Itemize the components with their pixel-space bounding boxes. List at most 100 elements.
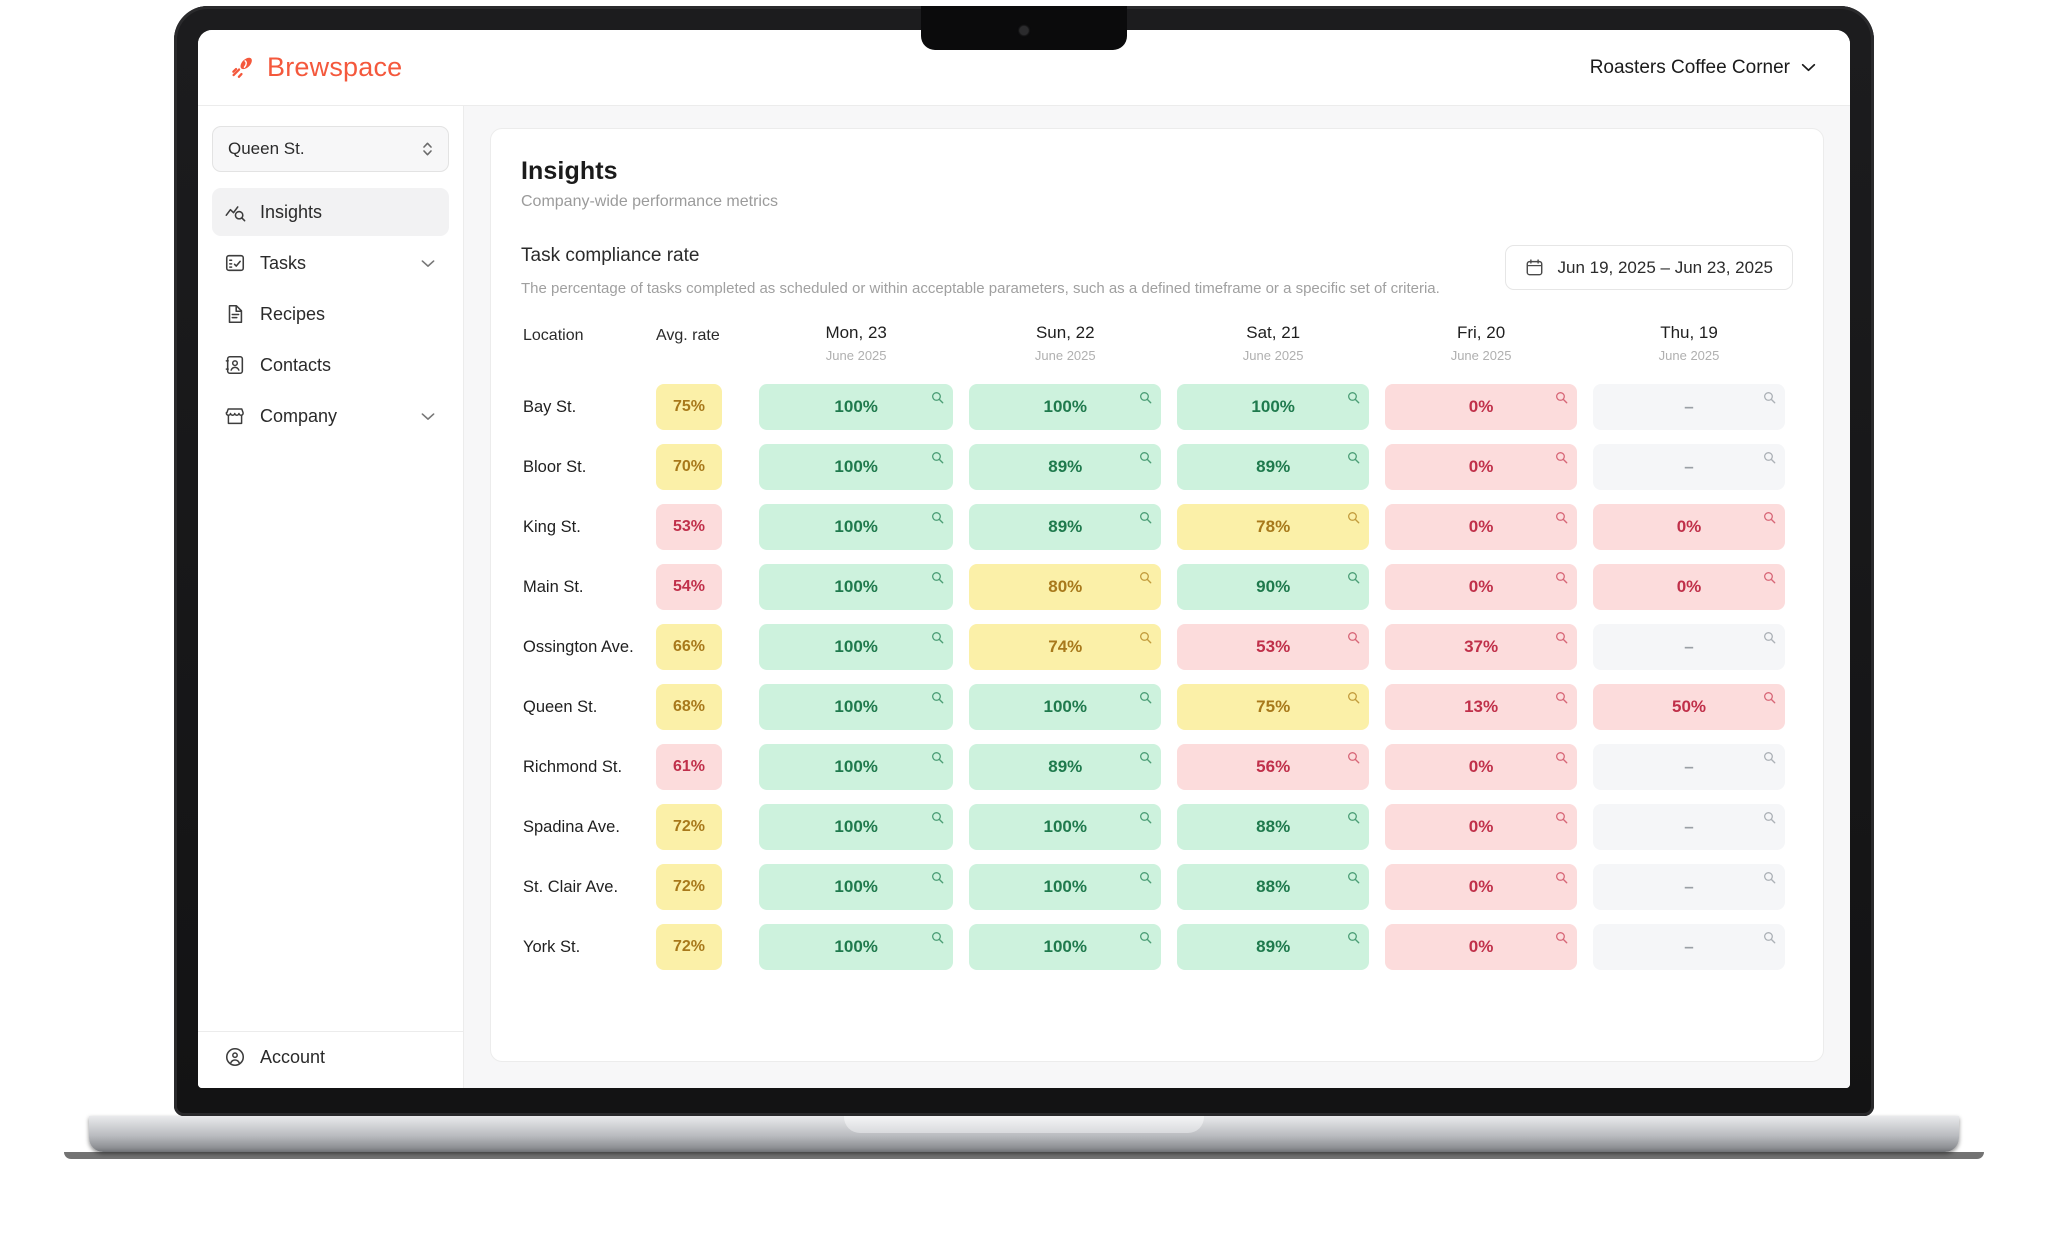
day-rate-cell[interactable]: 89% (1169, 437, 1377, 497)
chevron-down-icon[interactable] (421, 259, 435, 268)
sidebar-item-account[interactable]: Account (198, 1031, 463, 1088)
sidebar-item-recipes[interactable]: Recipes (212, 290, 449, 338)
day-rate-cell[interactable]: 89% (961, 497, 1169, 557)
day-rate-pill[interactable]: 100% (759, 624, 954, 670)
day-rate-cell[interactable]: – (1585, 917, 1793, 977)
day-rate-pill[interactable]: 100% (969, 804, 1162, 850)
day-rate-pill[interactable]: 100% (1177, 384, 1370, 430)
day-rate-pill[interactable]: 80% (969, 564, 1162, 610)
day-rate-cell[interactable]: 78% (1169, 497, 1377, 557)
day-rate-cell[interactable]: 100% (1169, 377, 1377, 437)
day-rate-pill[interactable]: 100% (969, 924, 1162, 970)
day-rate-cell[interactable]: – (1585, 797, 1793, 857)
day-rate-pill[interactable]: 89% (969, 744, 1162, 790)
day-rate-cell[interactable]: 100% (751, 377, 961, 437)
day-rate-cell[interactable]: 0% (1377, 437, 1585, 497)
day-rate-cell[interactable]: 75% (1169, 677, 1377, 737)
day-rate-pill[interactable]: 88% (1177, 804, 1370, 850)
day-rate-pill[interactable]: 100% (759, 924, 954, 970)
day-rate-pill[interactable]: – (1593, 624, 1785, 670)
day-rate-pill[interactable]: 100% (969, 384, 1162, 430)
day-rate-cell[interactable]: 89% (961, 437, 1169, 497)
day-rate-cell[interactable]: 13% (1377, 677, 1585, 737)
day-rate-pill[interactable]: 0% (1385, 564, 1578, 610)
day-rate-cell[interactable]: 100% (961, 917, 1169, 977)
day-rate-cell[interactable]: 89% (961, 737, 1169, 797)
day-rate-pill[interactable]: 56% (1177, 744, 1370, 790)
day-rate-cell[interactable]: 100% (751, 857, 961, 917)
day-rate-cell[interactable]: 100% (961, 857, 1169, 917)
store-selector[interactable]: Queen St. (212, 126, 449, 172)
day-rate-pill[interactable]: 0% (1385, 864, 1578, 910)
day-rate-pill[interactable]: 89% (1177, 444, 1370, 490)
day-rate-pill[interactable]: 100% (759, 744, 954, 790)
day-rate-cell[interactable]: 90% (1169, 557, 1377, 617)
day-rate-cell[interactable]: 53% (1169, 617, 1377, 677)
day-rate-pill[interactable]: – (1593, 804, 1785, 850)
date-range-picker[interactable]: Jun 19, 2025 – Jun 23, 2025 (1505, 245, 1793, 290)
day-rate-pill[interactable]: 74% (969, 624, 1162, 670)
day-rate-pill[interactable]: – (1593, 384, 1785, 430)
day-rate-cell[interactable]: 0% (1377, 377, 1585, 437)
day-rate-cell[interactable]: 0% (1377, 497, 1585, 557)
day-rate-pill[interactable]: 75% (1177, 684, 1370, 730)
day-rate-pill[interactable]: 100% (759, 804, 954, 850)
day-rate-cell[interactable]: 56% (1169, 737, 1377, 797)
day-rate-pill[interactable]: 100% (969, 864, 1162, 910)
day-rate-pill[interactable]: 37% (1385, 624, 1578, 670)
day-rate-pill[interactable]: 100% (759, 444, 954, 490)
day-rate-cell[interactable]: – (1585, 857, 1793, 917)
day-rate-cell[interactable]: 100% (751, 797, 961, 857)
day-rate-cell[interactable]: – (1585, 437, 1793, 497)
day-rate-pill[interactable]: 13% (1385, 684, 1578, 730)
day-rate-cell[interactable]: 100% (751, 437, 961, 497)
brand-logo[interactable]: Brewspace (230, 52, 402, 83)
day-rate-pill[interactable]: 53% (1177, 624, 1370, 670)
day-rate-pill[interactable]: 100% (759, 864, 954, 910)
sidebar-item-insights[interactable]: Insights (212, 188, 449, 236)
day-rate-cell[interactable]: 0% (1377, 797, 1585, 857)
day-rate-cell[interactable]: 0% (1377, 917, 1585, 977)
day-rate-cell[interactable]: 100% (751, 497, 961, 557)
day-rate-pill[interactable]: – (1593, 444, 1785, 490)
day-rate-cell[interactable]: 88% (1169, 797, 1377, 857)
chevron-down-icon[interactable] (421, 412, 435, 421)
day-rate-cell[interactable]: 0% (1377, 857, 1585, 917)
day-rate-cell[interactable]: 100% (961, 677, 1169, 737)
day-rate-pill[interactable]: 100% (759, 564, 954, 610)
day-rate-pill[interactable]: 0% (1385, 804, 1578, 850)
day-rate-pill[interactable]: – (1593, 864, 1785, 910)
day-rate-cell[interactable]: – (1585, 377, 1793, 437)
day-rate-pill[interactable]: 0% (1593, 504, 1785, 550)
day-rate-pill[interactable]: 89% (1177, 924, 1370, 970)
day-rate-cell[interactable]: 0% (1585, 557, 1793, 617)
day-rate-pill[interactable]: 100% (759, 384, 954, 430)
day-rate-pill[interactable]: 50% (1593, 684, 1785, 730)
day-rate-pill[interactable]: 89% (969, 504, 1162, 550)
day-rate-cell[interactable]: 74% (961, 617, 1169, 677)
day-rate-pill[interactable]: 0% (1385, 504, 1578, 550)
day-rate-pill[interactable]: 0% (1593, 564, 1785, 610)
day-rate-pill[interactable]: 88% (1177, 864, 1370, 910)
day-rate-cell[interactable]: 89% (1169, 917, 1377, 977)
day-rate-cell[interactable]: 100% (751, 557, 961, 617)
day-rate-cell[interactable]: 0% (1585, 497, 1793, 557)
day-rate-cell[interactable]: 0% (1377, 737, 1585, 797)
day-rate-pill[interactable]: 100% (969, 684, 1162, 730)
sidebar-item-company[interactable]: Company (212, 392, 449, 440)
day-rate-pill[interactable]: 89% (969, 444, 1162, 490)
sidebar-item-contacts[interactable]: Contacts (212, 341, 449, 389)
day-rate-pill[interactable]: 0% (1385, 384, 1578, 430)
day-rate-pill[interactable]: 100% (759, 684, 954, 730)
day-rate-cell[interactable]: 80% (961, 557, 1169, 617)
day-rate-cell[interactable]: – (1585, 737, 1793, 797)
day-rate-cell[interactable]: 88% (1169, 857, 1377, 917)
day-rate-pill[interactable]: 0% (1385, 924, 1578, 970)
day-rate-pill[interactable]: 90% (1177, 564, 1370, 610)
day-rate-cell[interactable]: 100% (751, 737, 961, 797)
day-rate-pill[interactable]: – (1593, 924, 1785, 970)
day-rate-cell[interactable]: – (1585, 617, 1793, 677)
day-rate-cell[interactable]: 0% (1377, 557, 1585, 617)
day-rate-cell[interactable]: 100% (751, 917, 961, 977)
day-rate-cell[interactable]: 100% (961, 377, 1169, 437)
